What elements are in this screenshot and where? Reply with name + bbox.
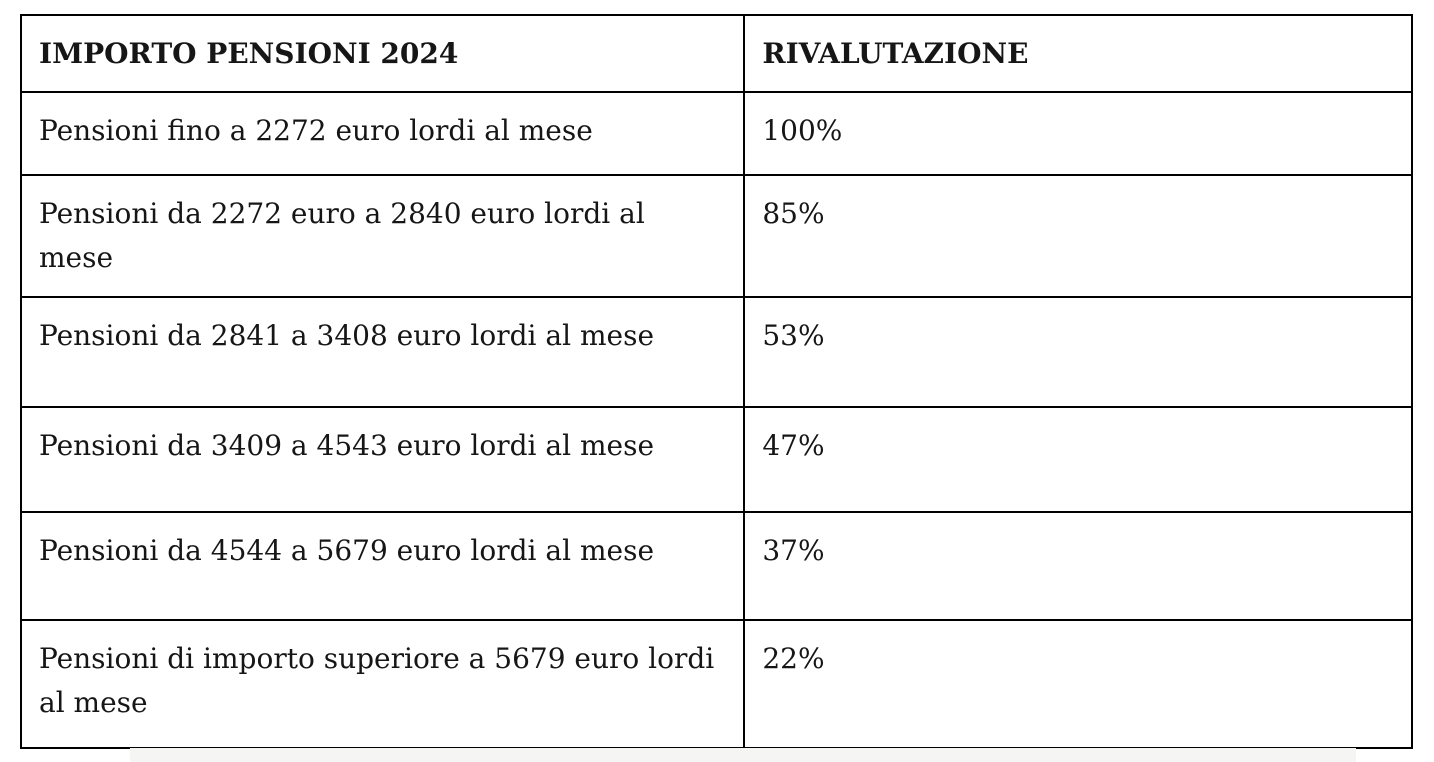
pension-range-cell: Pensioni da 4544 a 5679 euro lordi al me…: [19, 511, 746, 622]
page-bottom-strip: [130, 748, 1356, 762]
revaluation-value-cell: 85%: [743, 174, 1413, 299]
table-row: Pensioni di importo superiore a 5679 eur…: [19, 619, 1413, 750]
header-row: IMPORTO PENSIONI 2024 RIVALUTAZIONE: [19, 13, 1413, 94]
table-row: Pensioni da 4544 a 5679 euro lordi al me…: [19, 511, 1413, 622]
table-row: Pensioni da 2272 euro a 2840 euro lordi …: [19, 174, 1413, 299]
table-row: Pensioni da 2841 a 3408 euro lordi al me…: [19, 296, 1413, 409]
revaluation-value-cell: 47%: [743, 406, 1413, 514]
pension-range-cell: Pensioni da 3409 a 4543 euro lordi al me…: [19, 406, 746, 514]
pension-range-cell: Pensioni da 2272 euro a 2840 euro lordi …: [19, 174, 746, 299]
table-body: Pensioni fino a 2272 euro lordi al mese …: [19, 91, 1413, 750]
col-header-rivalutazione: RIVALUTAZIONE: [743, 13, 1413, 94]
table-row: Pensioni da 3409 a 4543 euro lordi al me…: [19, 406, 1413, 514]
pension-revaluation-table: IMPORTO PENSIONI 2024 RIVALUTAZIONE Pens…: [19, 13, 1413, 750]
col-header-importo-pensioni: IMPORTO PENSIONI 2024: [19, 13, 746, 94]
table-row: Pensioni fino a 2272 euro lordi al mese …: [19, 91, 1413, 177]
pension-range-cell: Pensioni di importo superiore a 5679 eur…: [19, 619, 746, 750]
revaluation-value-cell: 22%: [743, 619, 1413, 750]
revaluation-value-cell: 100%: [743, 91, 1413, 177]
revaluation-value-cell: 53%: [743, 296, 1413, 409]
pension-range-cell: Pensioni da 2841 a 3408 euro lordi al me…: [19, 296, 746, 409]
revaluation-value-cell: 37%: [743, 511, 1413, 622]
pension-range-cell: Pensioni fino a 2272 euro lordi al mese: [19, 91, 746, 177]
